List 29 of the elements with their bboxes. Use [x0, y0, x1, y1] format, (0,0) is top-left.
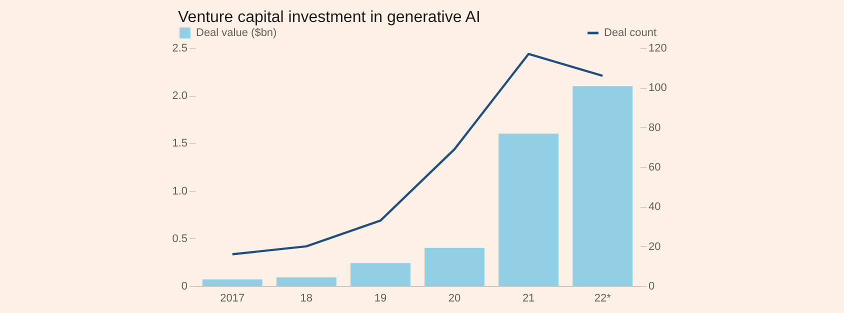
x-tick-label: 20	[448, 292, 461, 304]
y2-tick-label: 20	[648, 240, 661, 253]
legend-label: Deal value ($bn)	[196, 27, 277, 39]
y2-tick-label: 80	[648, 122, 661, 134]
bar	[498, 134, 559, 286]
y-tick-label: 0.5	[172, 232, 188, 245]
y2-tick-label: 0	[648, 280, 655, 292]
chart-title: Venture capital investment in generative AI	[178, 9, 480, 26]
x-tick-label: 18	[300, 292, 313, 304]
y-tick-label: 1.0	[172, 185, 188, 198]
x-tick-label: 22*	[594, 292, 612, 304]
y-tick-label: 0	[181, 280, 188, 292]
bar	[276, 277, 336, 286]
x-tick-label: 2017	[220, 292, 245, 304]
bar	[424, 248, 485, 286]
y-tick-label: 2.5	[172, 42, 188, 54]
y2-tick-label: 40	[648, 201, 661, 214]
x-tick-label: 21	[522, 292, 535, 304]
legend-label: Deal count	[604, 27, 657, 39]
y2-tick-label: 100	[648, 82, 667, 94]
y2-tick-label: 60	[648, 162, 661, 174]
y-tick-label: 2.0	[172, 90, 188, 102]
y2-tick-label: 120	[648, 42, 667, 54]
bar	[572, 86, 633, 286]
line-series	[231, 52, 604, 256]
x-tick-label: 19	[374, 292, 387, 304]
bar	[202, 279, 262, 286]
y-tick-label: 1.5	[172, 138, 188, 150]
bar	[350, 263, 410, 286]
